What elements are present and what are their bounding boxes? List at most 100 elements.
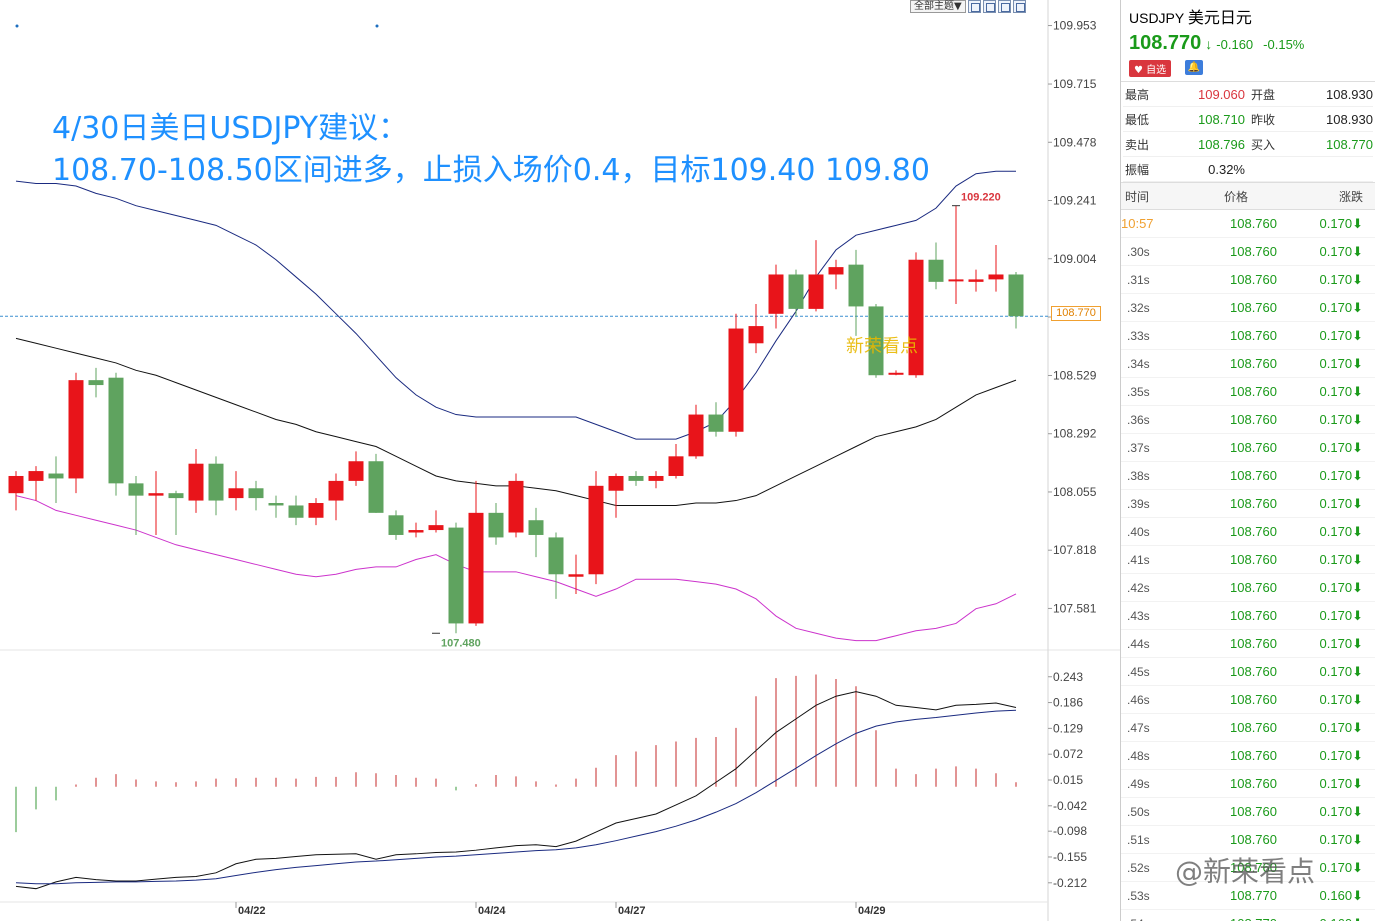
tick-change-value: 0.170 bbox=[1319, 635, 1353, 651]
tick-change-value: 0.170 bbox=[1319, 831, 1353, 847]
down-arrow-icon: ⬇ bbox=[1352, 831, 1363, 847]
tick-time: .40s bbox=[1127, 524, 1150, 539]
candle-down bbox=[868, 306, 884, 376]
candle-down bbox=[1008, 274, 1024, 317]
tick-change-value: 0.170 bbox=[1319, 551, 1353, 567]
candle-up bbox=[808, 274, 824, 309]
current-price-tag: 108.770 bbox=[1051, 306, 1101, 321]
add-favorite-button[interactable]: ♥ 自选 bbox=[1129, 60, 1172, 77]
stat-label: 振幅 bbox=[1125, 162, 1150, 177]
macd-axis-label: 0.243 bbox=[1053, 670, 1083, 684]
tick-time: .37s bbox=[1127, 440, 1150, 455]
macd-axis-label: 0.072 bbox=[1053, 747, 1083, 761]
tick-change: 0.170⬇ bbox=[1283, 860, 1371, 876]
layout-1-icon[interactable] bbox=[967, 0, 981, 13]
tick-change: 0.170⬇ bbox=[1283, 720, 1371, 736]
stat-value: 108.770 bbox=[1326, 136, 1373, 152]
tick-row: .40s 108.760 0.170⬇ bbox=[1121, 518, 1375, 546]
layout-4-icon[interactable] bbox=[1012, 0, 1026, 13]
tick-change: 0.170⬇ bbox=[1283, 300, 1371, 316]
marker-dot bbox=[375, 24, 379, 28]
chart-toolbar: 全部主题▼ bbox=[910, 0, 1026, 13]
tick-row: .51s 108.760 0.170⬇ bbox=[1121, 826, 1375, 854]
bell-icon[interactable]: 🔔 bbox=[1185, 60, 1204, 75]
candle-up bbox=[828, 267, 844, 275]
theme-select[interactable]: 全部主题▼ bbox=[910, 0, 966, 13]
tick-change-value: 0.170 bbox=[1319, 859, 1353, 875]
candle-up bbox=[728, 328, 744, 432]
stat-value: 108.796 bbox=[1198, 136, 1245, 152]
candle-up bbox=[348, 461, 364, 481]
quote-stats: 最高 109.060 开盘 108.930 最低 108.710 昨收 108.930 卖出 10… bbox=[1121, 82, 1375, 182]
candle-up bbox=[68, 380, 84, 479]
price-axis-label: 107.818 bbox=[1053, 543, 1097, 557]
tick-change: 0.170⬇ bbox=[1283, 272, 1371, 288]
candle-up bbox=[988, 274, 1004, 280]
candle-up bbox=[908, 259, 924, 376]
tick-price: 108.760 bbox=[1230, 608, 1277, 623]
candle-down bbox=[928, 259, 944, 282]
down-arrow-icon: ↓ bbox=[1205, 36, 1213, 52]
candle-down bbox=[288, 505, 304, 518]
tick-price: 108.760 bbox=[1230, 776, 1277, 791]
tick-change: 0.170⬇ bbox=[1283, 692, 1371, 708]
stat-row: 振幅 0.32% bbox=[1123, 157, 1373, 182]
tick-change: 0.160⬇ bbox=[1283, 888, 1371, 904]
tick-list[interactable]: 10:57 108.760 0.170⬇ .30s 108.760 0.170⬇ .31s 1… bbox=[1121, 210, 1375, 921]
down-arrow-icon: ⬇ bbox=[1352, 355, 1363, 371]
symbol-title: USDJPY 美元日元 bbox=[1129, 4, 1367, 28]
tick-change-value: 0.170 bbox=[1319, 691, 1353, 707]
tick-row: .47s 108.760 0.170⬇ bbox=[1121, 714, 1375, 742]
stat-value: 0.32% bbox=[1208, 161, 1245, 177]
down-arrow-icon: ⬇ bbox=[1352, 551, 1363, 567]
tick-change: 0.170⬇ bbox=[1283, 440, 1371, 456]
layout-2-icon[interactable] bbox=[982, 0, 996, 13]
tick-change-value: 0.170 bbox=[1319, 523, 1353, 539]
candle-down bbox=[628, 475, 644, 481]
tick-time: .52s bbox=[1127, 860, 1150, 875]
candle-up bbox=[568, 574, 584, 577]
tick-col-time: 时间 bbox=[1125, 189, 1150, 204]
tick-row: .43s 108.760 0.170⬇ bbox=[1121, 602, 1375, 630]
marker-dot bbox=[15, 24, 19, 28]
advice-detail: 108.70-108.50区间进多，止损入场价0.4，目标109.40 109.… bbox=[52, 153, 930, 188]
price-axis-label: 107.581 bbox=[1053, 601, 1097, 615]
stat-label: 最高 bbox=[1125, 87, 1150, 102]
tick-change: 0.170⬇ bbox=[1283, 832, 1371, 848]
tick-time: .51s bbox=[1127, 832, 1150, 847]
tick-price: 108.760 bbox=[1230, 636, 1277, 651]
layout-3-icon[interactable] bbox=[997, 0, 1011, 13]
tick-change: 0.170⬇ bbox=[1283, 384, 1371, 400]
tick-time: .53s bbox=[1127, 888, 1150, 903]
candle-down bbox=[88, 380, 104, 386]
chart-area[interactable]: 109.953 109.715 109.478 109.241 109.004 108.7… bbox=[0, 0, 1120, 921]
down-arrow-icon: ⬇ bbox=[1352, 467, 1363, 483]
tick-change: 0.170⬇ bbox=[1283, 748, 1371, 764]
tick-change-value: 0.170 bbox=[1319, 243, 1353, 259]
macd-axis-label: 0.015 bbox=[1053, 773, 1083, 787]
tick-row: .42s 108.760 0.170⬇ bbox=[1121, 574, 1375, 602]
date-label: 04/24 bbox=[478, 905, 506, 917]
bollinger-lower-line bbox=[15, 495, 1017, 642]
candle-down bbox=[448, 527, 464, 624]
kline-chart[interactable]: 109.953 109.715 109.478 109.241 109.004 108.7… bbox=[0, 0, 1120, 921]
tick-change: 0.170⬇ bbox=[1283, 552, 1371, 568]
tick-price: 108.760 bbox=[1230, 440, 1277, 455]
candle-up bbox=[968, 279, 984, 282]
tick-price: 108.760 bbox=[1230, 272, 1277, 287]
stat-row: 最高 109.060 开盘 108.930 bbox=[1123, 82, 1373, 107]
macd-axis-label: -0.098 bbox=[1053, 824, 1087, 838]
tick-row: .50s 108.760 0.170⬇ bbox=[1121, 798, 1375, 826]
tick-col-price: 价格 bbox=[1223, 189, 1248, 204]
tick-time: .49s bbox=[1127, 776, 1150, 791]
tick-time: .34s bbox=[1127, 356, 1150, 371]
tick-row: .41s 108.760 0.170⬇ bbox=[1121, 546, 1375, 574]
tick-price: 108.760 bbox=[1230, 748, 1277, 763]
tick-time: .44s bbox=[1127, 636, 1150, 651]
down-arrow-icon: ⬇ bbox=[1352, 663, 1363, 679]
tick-price: 108.760 bbox=[1230, 384, 1277, 399]
candle-down bbox=[788, 274, 804, 309]
advice-title: 4/30日美日USDJPY建议： bbox=[52, 111, 409, 146]
macd-axis-label: -0.155 bbox=[1053, 850, 1087, 864]
tick-change: 0.170⬇ bbox=[1283, 244, 1371, 260]
